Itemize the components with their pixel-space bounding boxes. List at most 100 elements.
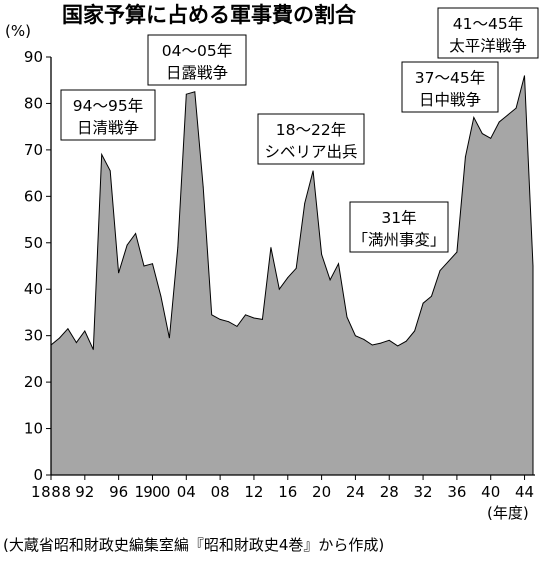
y-tick-label-60: 60	[24, 187, 43, 205]
annotation-years-sino-japanese-war: 94〜95年	[73, 97, 143, 115]
data-point-1939	[481, 133, 483, 135]
data-point-1924	[354, 335, 356, 337]
data-point-1944	[523, 75, 526, 77]
annotation-event-sino-japanese-war: 日清戦争	[77, 119, 139, 137]
y-tick-labels: 0 10 20 30 40 50 60 70 80 90	[24, 48, 43, 484]
x-tick-label-1932: 32	[414, 483, 433, 501]
y-tick-label-70: 70	[24, 141, 43, 159]
area-layer	[50, 75, 534, 476]
y-tick-label-0: 0	[33, 466, 43, 484]
data-point-1933	[430, 295, 433, 297]
annotation-box-manchurian-incident	[349, 201, 449, 253]
x-tick-label-1896: 96	[109, 483, 128, 501]
annotation-event-pacific-war: 太平洋戦争	[449, 37, 527, 55]
event-annotations: 94〜95年日清戦争04〜05年日露戦争18〜22年シベリア出兵31年「満州事変…	[60, 7, 539, 253]
data-point-1890	[67, 328, 69, 330]
data-point-1892	[84, 330, 86, 332]
data-point-1909	[228, 321, 230, 323]
data-point-1922	[337, 263, 340, 265]
data-point-1932	[422, 302, 424, 304]
data-point-1927	[380, 342, 382, 344]
data-point-1923	[346, 316, 348, 318]
data-point-1900	[151, 263, 154, 265]
source-note: (大蔵省昭和財政史編集室編『昭和財政史4巻』から作成)	[3, 536, 384, 554]
data-point-1913	[261, 318, 263, 320]
data-point-1906	[202, 186, 204, 188]
x-tick-label-1908: 08	[211, 483, 230, 501]
x-tick-label-1940: 40	[481, 483, 500, 501]
data-point-1897	[126, 244, 128, 246]
data-point-1940	[490, 137, 492, 139]
data-point-1921	[329, 279, 331, 281]
data-point-1899	[143, 265, 145, 267]
data-point-1912	[253, 317, 255, 319]
data-point-1919	[312, 170, 314, 172]
data-point-1898	[135, 232, 137, 235]
data-point-1893	[92, 349, 94, 351]
annotation-box-second-sino-japanese-war	[401, 61, 499, 113]
x-tick-labels: 1888 92 96 1900 04 08 12 16 20 24 28 32 36 40 44	[31, 483, 534, 501]
data-point-1916	[287, 277, 289, 279]
chart-title: 国家予算に占める軍事費の割合	[62, 3, 357, 27]
y-tick-label-90: 90	[24, 48, 43, 66]
data-point-1936	[456, 251, 458, 253]
y-tick-label-40: 40	[24, 280, 43, 298]
data-point-1926	[371, 344, 373, 346]
data-point-1910	[236, 325, 238, 327]
y-tick-label-80: 80	[24, 94, 43, 112]
annotation-years-pacific-war: 41〜45年	[453, 15, 523, 33]
annotation-manchurian-incident: 31年「満州事変」	[349, 201, 449, 253]
y-tick-label-30: 30	[24, 327, 43, 345]
annotation-years-siberian-intervention: 18〜22年	[276, 121, 346, 139]
data-point-1942	[507, 114, 509, 116]
data-point-1895	[109, 170, 111, 172]
x-axis-unit-label: (年度)	[487, 504, 529, 522]
data-point-1920	[321, 253, 323, 255]
data-point-1905	[194, 91, 196, 93]
annotation-box-russo-japanese-war	[147, 34, 247, 86]
data-point-1937	[464, 156, 466, 158]
annotation-box-siberian-intervention	[257, 113, 365, 165]
y-tick-label-20: 20	[24, 373, 43, 391]
data-point-1891	[75, 342, 77, 344]
data-point-1915	[278, 288, 280, 290]
x-tick-label-1916: 16	[278, 483, 297, 501]
annotation-event-manchurian-incident: 「満州事変」	[352, 231, 445, 249]
annotation-event-second-sino-japanese-war: 日中戦争	[419, 91, 481, 109]
x-tick-label-1944: 44	[515, 483, 534, 501]
x-tick-label-1920: 20	[312, 483, 331, 501]
data-point-1930	[405, 340, 407, 342]
annotation-box-pacific-war	[437, 7, 539, 59]
x-tick-label-1936: 36	[447, 483, 466, 501]
data-point-1935	[447, 260, 449, 262]
annotation-years-manchurian-incident: 31年	[381, 209, 416, 227]
data-point-1896	[118, 272, 120, 274]
x-tick-label-1892: 92	[75, 483, 94, 501]
data-point-1931	[414, 330, 416, 332]
data-point-1903	[177, 246, 179, 248]
data-point-1925	[363, 338, 365, 340]
x-tick-label-1900: 1900	[134, 483, 170, 501]
annotation-years-second-sino-japanese-war: 37〜45年	[415, 69, 485, 87]
data-point-1929	[397, 345, 399, 347]
data-point-1911	[244, 314, 247, 316]
x-tick-label-1924: 24	[346, 483, 365, 501]
x-tick-label-1904: 04	[177, 483, 196, 501]
data-point-1902	[168, 337, 170, 339]
data-point-1908	[219, 318, 221, 320]
data-point-1901	[160, 295, 162, 297]
data-point-1914	[270, 246, 272, 248]
y-tick-label-10: 10	[24, 420, 43, 438]
military-share-area	[50, 75, 534, 476]
data-point-1943	[515, 107, 517, 109]
data-point-1941	[498, 121, 500, 123]
data-point-1934	[439, 270, 441, 272]
annotation-box-sino-japanese-war	[60, 89, 156, 141]
data-point-1938	[473, 116, 475, 118]
